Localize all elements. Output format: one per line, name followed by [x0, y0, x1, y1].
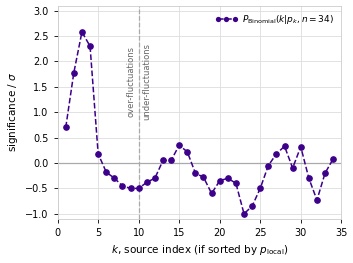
Y-axis label: significance / $\sigma$: significance / $\sigma$: [6, 72, 19, 153]
Legend: $P_\mathrm{Binomial}(k|p_k, n=34)$: $P_\mathrm{Binomial}(k|p_k, n=34)$: [212, 10, 337, 28]
Text: over-fluctuations: over-fluctuations: [126, 46, 136, 117]
Text: under-fluctuations: under-fluctuations: [143, 43, 152, 120]
X-axis label: $k$, source index (if sorted by $p_\mathrm{local}$): $k$, source index (if sorted by $p_\math…: [110, 244, 288, 257]
